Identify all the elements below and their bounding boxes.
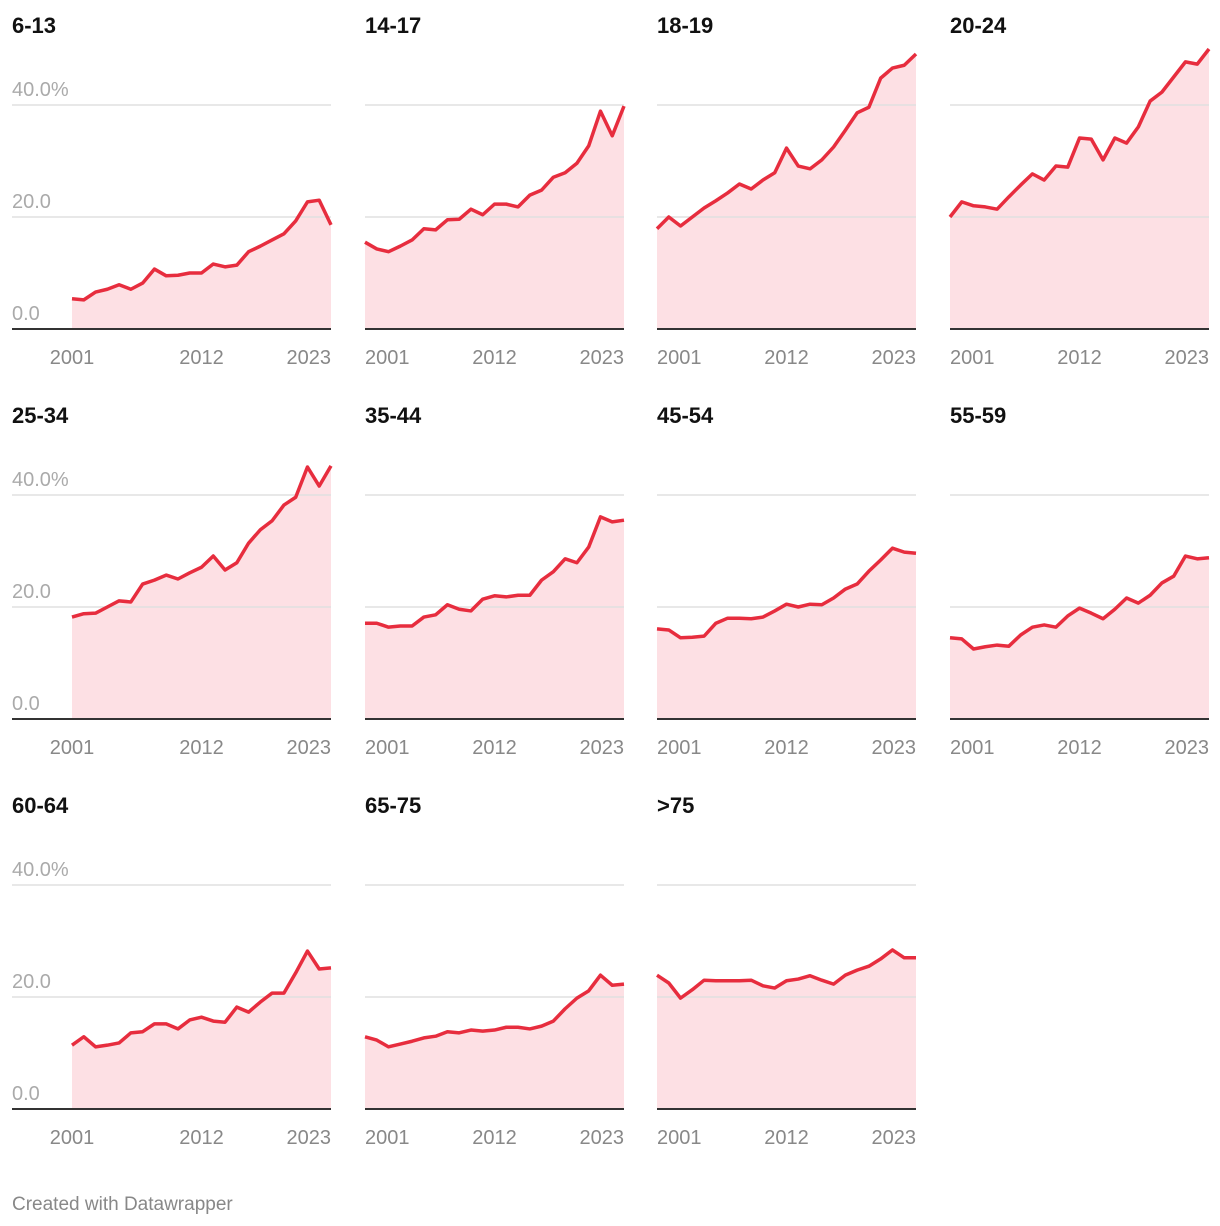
area [365,516,624,719]
panel-title: 35-44 [365,403,422,428]
y-tick-label: 0.0 [12,1083,40,1105]
line [365,515,625,629]
y-tick-label: 0.0 [12,303,40,325]
area [72,465,331,719]
panel-title: 14-17 [365,13,421,38]
y-tick-label: 20.0 [12,191,51,213]
x-tick-label: 2012 [179,1127,224,1149]
panel-title: 45-54 [657,403,714,428]
line [364,973,625,1049]
panel-title: 55-59 [950,403,1006,428]
x-tick-label: 2001 [657,1127,702,1149]
area [950,49,1209,329]
line [364,105,626,254]
y-tick-label: 40.0% [12,859,69,881]
x-tick-label: 2023 [1165,347,1210,369]
x-tick-label: 2001 [50,1127,95,1149]
panel-title: 60-64 [12,793,69,818]
x-tick-label: 2023 [580,737,625,759]
area [657,54,916,329]
footer: Created with Datawrapper [12,1194,233,1215]
x-tick-label: 2012 [472,1127,517,1149]
x-tick-label: 2023 [287,347,332,369]
x-tick-label: 2023 [580,1127,625,1149]
x-tick-label: 2023 [1165,737,1210,759]
x-tick-label: 2001 [365,347,410,369]
panel-title: >75 [657,793,694,818]
panel-title: 25-34 [12,403,69,428]
x-tick-label: 2012 [179,347,224,369]
x-tick-label: 2012 [179,737,224,759]
panel-title: 65-75 [365,793,421,818]
x-tick-label: 2001 [657,347,702,369]
x-tick-label: 2001 [950,737,995,759]
area [72,200,331,329]
x-tick-label: 2012 [764,347,809,369]
y-tick-label: 40.0% [12,469,69,491]
area [950,556,1209,719]
x-tick-label: 2023 [872,1127,917,1149]
x-tick-label: 2012 [472,347,517,369]
area [657,548,916,719]
x-tick-label: 2001 [657,737,702,759]
line [948,47,1211,219]
y-tick-label: 0.0 [12,693,40,715]
panel-title: 6-13 [12,13,56,38]
x-tick-label: 2023 [872,347,917,369]
x-tick-label: 2023 [287,1127,332,1149]
x-tick-label: 2001 [365,737,410,759]
line [655,52,918,230]
x-tick-label: 2001 [50,347,95,369]
line [656,948,916,1000]
area [72,951,331,1109]
line [70,949,332,1049]
panel-title: 20-24 [950,13,1007,38]
x-tick-label: 2012 [1057,347,1102,369]
x-tick-label: 2023 [580,347,625,369]
area [365,975,624,1109]
line [71,464,333,619]
x-tick-label: 2012 [1057,737,1102,759]
x-tick-label: 2023 [287,737,332,759]
x-tick-label: 2012 [472,737,517,759]
y-tick-label: 40.0% [12,79,69,101]
x-tick-label: 2001 [950,347,995,369]
y-tick-label: 20.0 [12,971,51,993]
x-tick-label: 2023 [872,737,917,759]
line [71,198,333,302]
line [656,546,917,640]
x-tick-label: 2001 [365,1127,410,1149]
x-tick-label: 2012 [764,737,809,759]
panel-title: 18-19 [657,13,713,38]
y-tick-label: 20.0 [12,581,51,603]
area [657,949,916,1109]
x-tick-label: 2001 [50,737,95,759]
line [949,554,1210,651]
x-tick-label: 2012 [764,1127,809,1149]
